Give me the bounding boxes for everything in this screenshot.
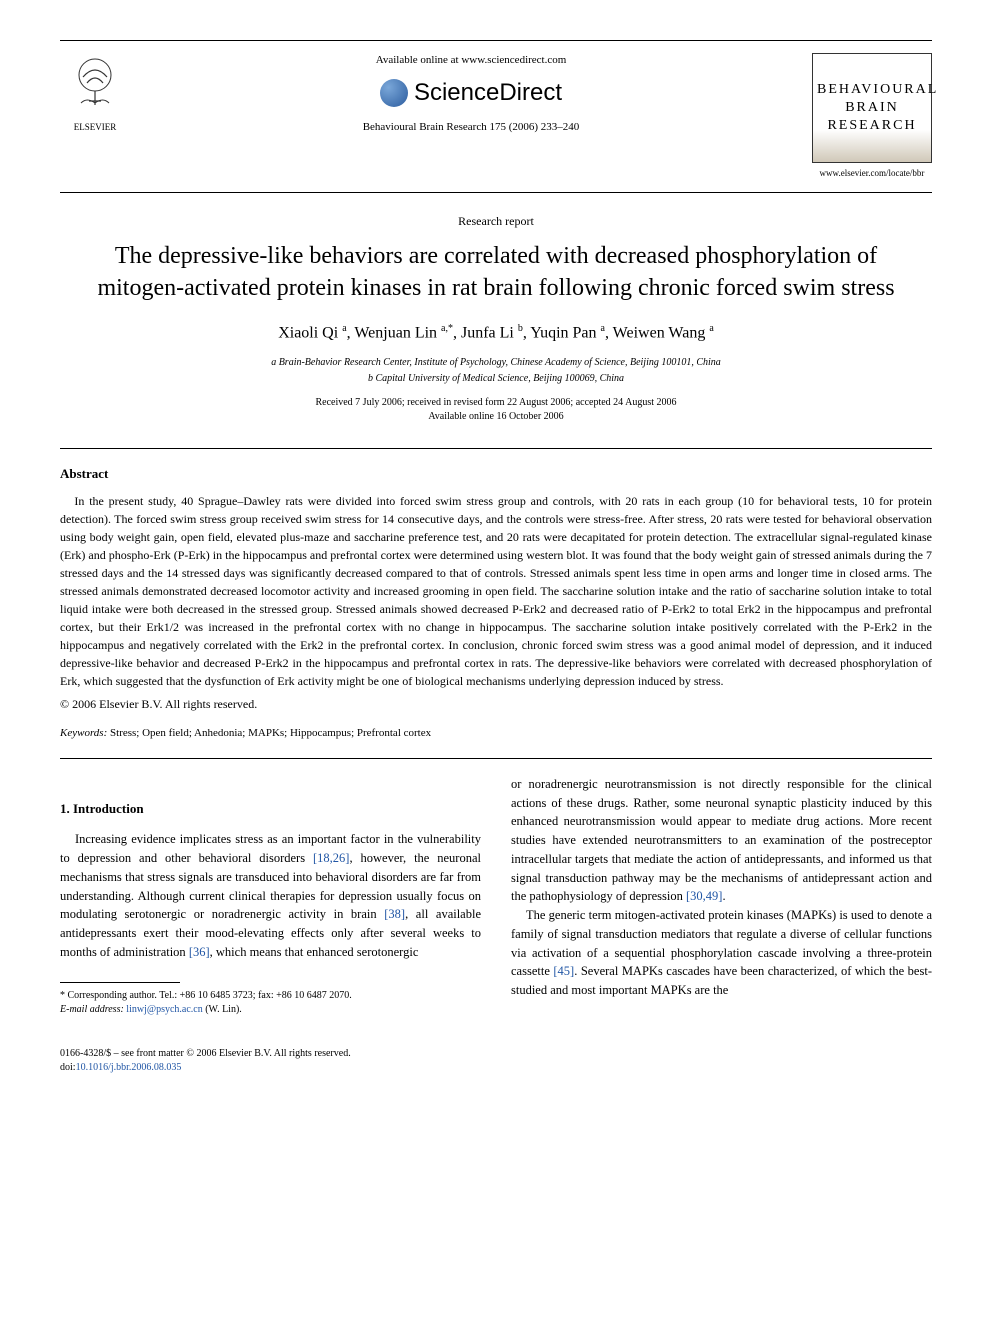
ref-link[interactable]: [18,26] xyxy=(313,851,349,865)
ref-link[interactable]: [30,49] xyxy=(686,889,722,903)
journal-cover-box: BEHAVIOURAL BRAIN RESEARCH xyxy=(812,53,932,163)
abstract-heading: Abstract xyxy=(60,465,932,483)
column-left: 1. Introduction Increasing evidence impl… xyxy=(60,775,481,1017)
footer-doi-line: doi:10.1016/j.bbr.2006.08.035 xyxy=(60,1061,932,1075)
journal-cover: BEHAVIOURAL BRAIN RESEARCH www.elsevier.… xyxy=(812,53,932,180)
journal-reference: Behavioural Brain Research 175 (2006) 23… xyxy=(150,120,792,135)
article-title: The depressive-like behaviors are correl… xyxy=(60,241,932,303)
page-header: ELSEVIER Available online at www.science… xyxy=(60,40,932,193)
intro-para-2: The generic term mitogen-activated prote… xyxy=(511,906,932,1000)
ref-link[interactable]: [38] xyxy=(384,907,405,921)
affiliation-a: a Brain-Behavior Research Center, Instit… xyxy=(60,356,932,370)
article-type: Research report xyxy=(60,213,932,230)
sciencedirect-logo: ScienceDirect xyxy=(150,76,792,110)
sciencedirect-ball-icon xyxy=(380,79,408,107)
footer-issn: 0166-4328/$ – see front matter © 2006 El… xyxy=(60,1047,932,1061)
footnote-email-suffix: (W. Lin). xyxy=(203,1004,242,1015)
intro-para-1-cont: or noradrenergic neurotransmission is no… xyxy=(511,775,932,906)
keywords-label: Keywords: xyxy=(60,727,107,739)
ref-link[interactable]: [36] xyxy=(189,945,210,959)
journal-url: www.elsevier.com/locate/bbr xyxy=(812,167,932,180)
journal-name-line3: RESEARCH xyxy=(817,117,927,135)
corresponding-author-footnote: * Corresponding author. Tel.: +86 10 648… xyxy=(60,989,481,1017)
page-footer: 0166-4328/$ – see front matter © 2006 El… xyxy=(60,1047,932,1075)
footnote-email-label: E-mail address: xyxy=(60,1004,124,1015)
author-list: Xiaoli Qi a, Wenjuan Lin a,*, Junfa Li b… xyxy=(60,322,932,345)
dates-line2: Available online 16 October 2006 xyxy=(60,410,932,424)
elsevier-logo: ELSEVIER xyxy=(60,53,130,133)
footer-doi-label: doi: xyxy=(60,1062,76,1073)
footnote-separator xyxy=(60,982,180,983)
affiliation-b: b Capital University of Medical Science,… xyxy=(60,372,932,386)
divider xyxy=(60,448,932,449)
body-columns: 1. Introduction Increasing evidence impl… xyxy=(60,775,932,1017)
abstract-text: In the present study, 40 Sprague–Dawley … xyxy=(60,492,932,690)
intro-heading: 1. Introduction xyxy=(60,799,481,819)
header-center: Available online at www.sciencedirect.co… xyxy=(130,53,812,135)
footer-doi-link[interactable]: 10.1016/j.bbr.2006.08.035 xyxy=(76,1062,182,1073)
abstract-copyright: © 2006 Elsevier B.V. All rights reserved… xyxy=(60,696,932,713)
journal-name-line2: BRAIN xyxy=(817,99,927,117)
elsevier-label: ELSEVIER xyxy=(60,121,130,134)
journal-name-line1: BEHAVIOURAL xyxy=(817,81,927,99)
divider xyxy=(60,758,932,759)
column-right: or noradrenergic neurotransmission is no… xyxy=(511,775,932,1017)
keywords: Keywords: Stress; Open field; Anhedonia;… xyxy=(60,726,932,741)
footnote-email-line: E-mail address: linwj@psych.ac.cn (W. Li… xyxy=(60,1003,481,1017)
affiliations: a Brain-Behavior Research Center, Instit… xyxy=(60,356,932,386)
keywords-text: Stress; Open field; Anhedonia; MAPKs; Hi… xyxy=(107,727,431,739)
elsevier-tree-icon xyxy=(65,53,125,113)
footnote-corr: * Corresponding author. Tel.: +86 10 648… xyxy=(60,989,481,1003)
ref-link[interactable]: [45] xyxy=(553,964,574,978)
available-online-text: Available online at www.sciencedirect.co… xyxy=(150,53,792,68)
dates-line1: Received 7 July 2006; received in revise… xyxy=(60,396,932,410)
article-dates: Received 7 July 2006; received in revise… xyxy=(60,396,932,424)
footnote-email[interactable]: linwj@psych.ac.cn xyxy=(124,1004,203,1015)
intro-para-1: Increasing evidence implicates stress as… xyxy=(60,830,481,961)
sciencedirect-label: ScienceDirect xyxy=(414,76,562,110)
